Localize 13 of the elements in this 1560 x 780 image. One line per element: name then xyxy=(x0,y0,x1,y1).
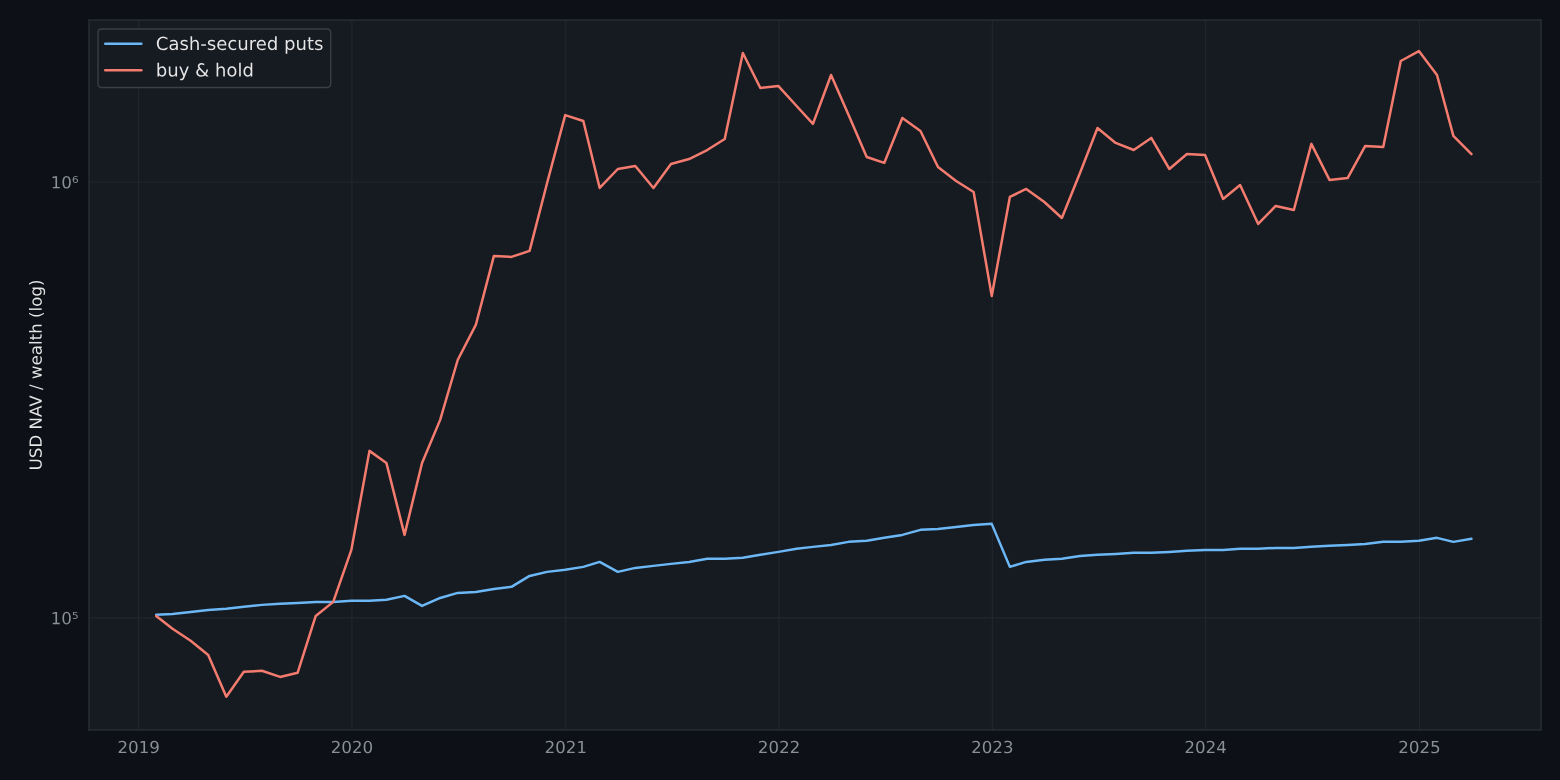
x-tick-label: 2022 xyxy=(759,740,799,754)
legend-label: Cash-secured puts xyxy=(156,36,323,54)
legend-label: buy & hold xyxy=(157,62,253,81)
x-tick-label: 2024 xyxy=(1185,740,1226,754)
y-tick-label: 10⁶ xyxy=(52,175,79,189)
y-tick-label: 10⁵ xyxy=(52,611,78,625)
line-series xyxy=(154,522,1473,617)
x-tick-label: 2019 xyxy=(118,740,159,754)
x-tick-label: 2020 xyxy=(331,740,373,754)
x-tick-label: 2025 xyxy=(1399,740,1440,754)
x-tick-label: 2023 xyxy=(972,740,1013,754)
x-tick-label: 2021 xyxy=(545,740,586,754)
y-axis-title: USD NAV / wealth (log) xyxy=(29,281,46,469)
